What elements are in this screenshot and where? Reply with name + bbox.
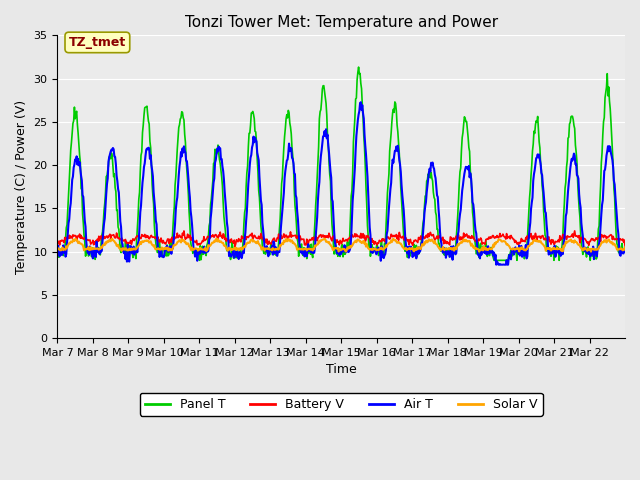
Panel T: [54, 247, 61, 253]
Panel T: [433, 227, 441, 232]
Panel T: [225, 252, 233, 258]
Line: Solar V: Solar V: [58, 239, 625, 252]
Solar V: [621, 245, 629, 251]
Panel T: [253, 156, 261, 162]
Panel T: [120, 245, 128, 251]
Solar V: [275, 247, 282, 252]
Air T: [120, 250, 128, 256]
Air T: [253, 138, 260, 144]
Solar V: [401, 246, 408, 252]
Battery V: [225, 236, 232, 242]
Battery V: [253, 236, 261, 241]
Battery V: [433, 235, 440, 240]
Air T: [621, 249, 629, 254]
Solar V: [225, 245, 233, 251]
Line: Panel T: Panel T: [58, 67, 625, 260]
Air T: [433, 184, 440, 190]
Battery V: [401, 237, 408, 243]
Air T: [54, 249, 61, 255]
Battery V: [571, 228, 579, 234]
Solar V: [433, 241, 440, 247]
Battery V: [120, 238, 128, 244]
Battery V: [621, 243, 629, 249]
Title: Tonzi Tower Met: Temperature and Power: Tonzi Tower Met: Temperature and Power: [184, 15, 498, 30]
Panel T: [355, 64, 362, 70]
Panel T: [401, 249, 409, 254]
Solar V: [121, 245, 129, 251]
Solar V: [108, 236, 116, 241]
Air T: [401, 220, 408, 226]
Solar V: [54, 245, 61, 251]
Legend: Panel T, Battery V, Air T, Solar V: Panel T, Battery V, Air T, Solar V: [140, 393, 543, 416]
Solar V: [587, 249, 595, 254]
Panel T: [196, 257, 204, 263]
Line: Air T: Air T: [58, 102, 625, 264]
Solar V: [253, 239, 261, 245]
Y-axis label: Temperature (C) / Power (V): Temperature (C) / Power (V): [15, 100, 28, 274]
Air T: [274, 250, 282, 255]
Line: Battery V: Battery V: [58, 231, 625, 246]
Panel T: [621, 245, 629, 251]
Text: TZ_tmet: TZ_tmet: [68, 36, 126, 49]
Air T: [225, 238, 232, 244]
Air T: [492, 262, 500, 267]
Battery V: [275, 231, 282, 237]
Air T: [357, 99, 365, 105]
X-axis label: Time: Time: [326, 363, 356, 376]
Battery V: [54, 240, 61, 246]
Panel T: [275, 240, 282, 246]
Battery V: [231, 243, 239, 249]
